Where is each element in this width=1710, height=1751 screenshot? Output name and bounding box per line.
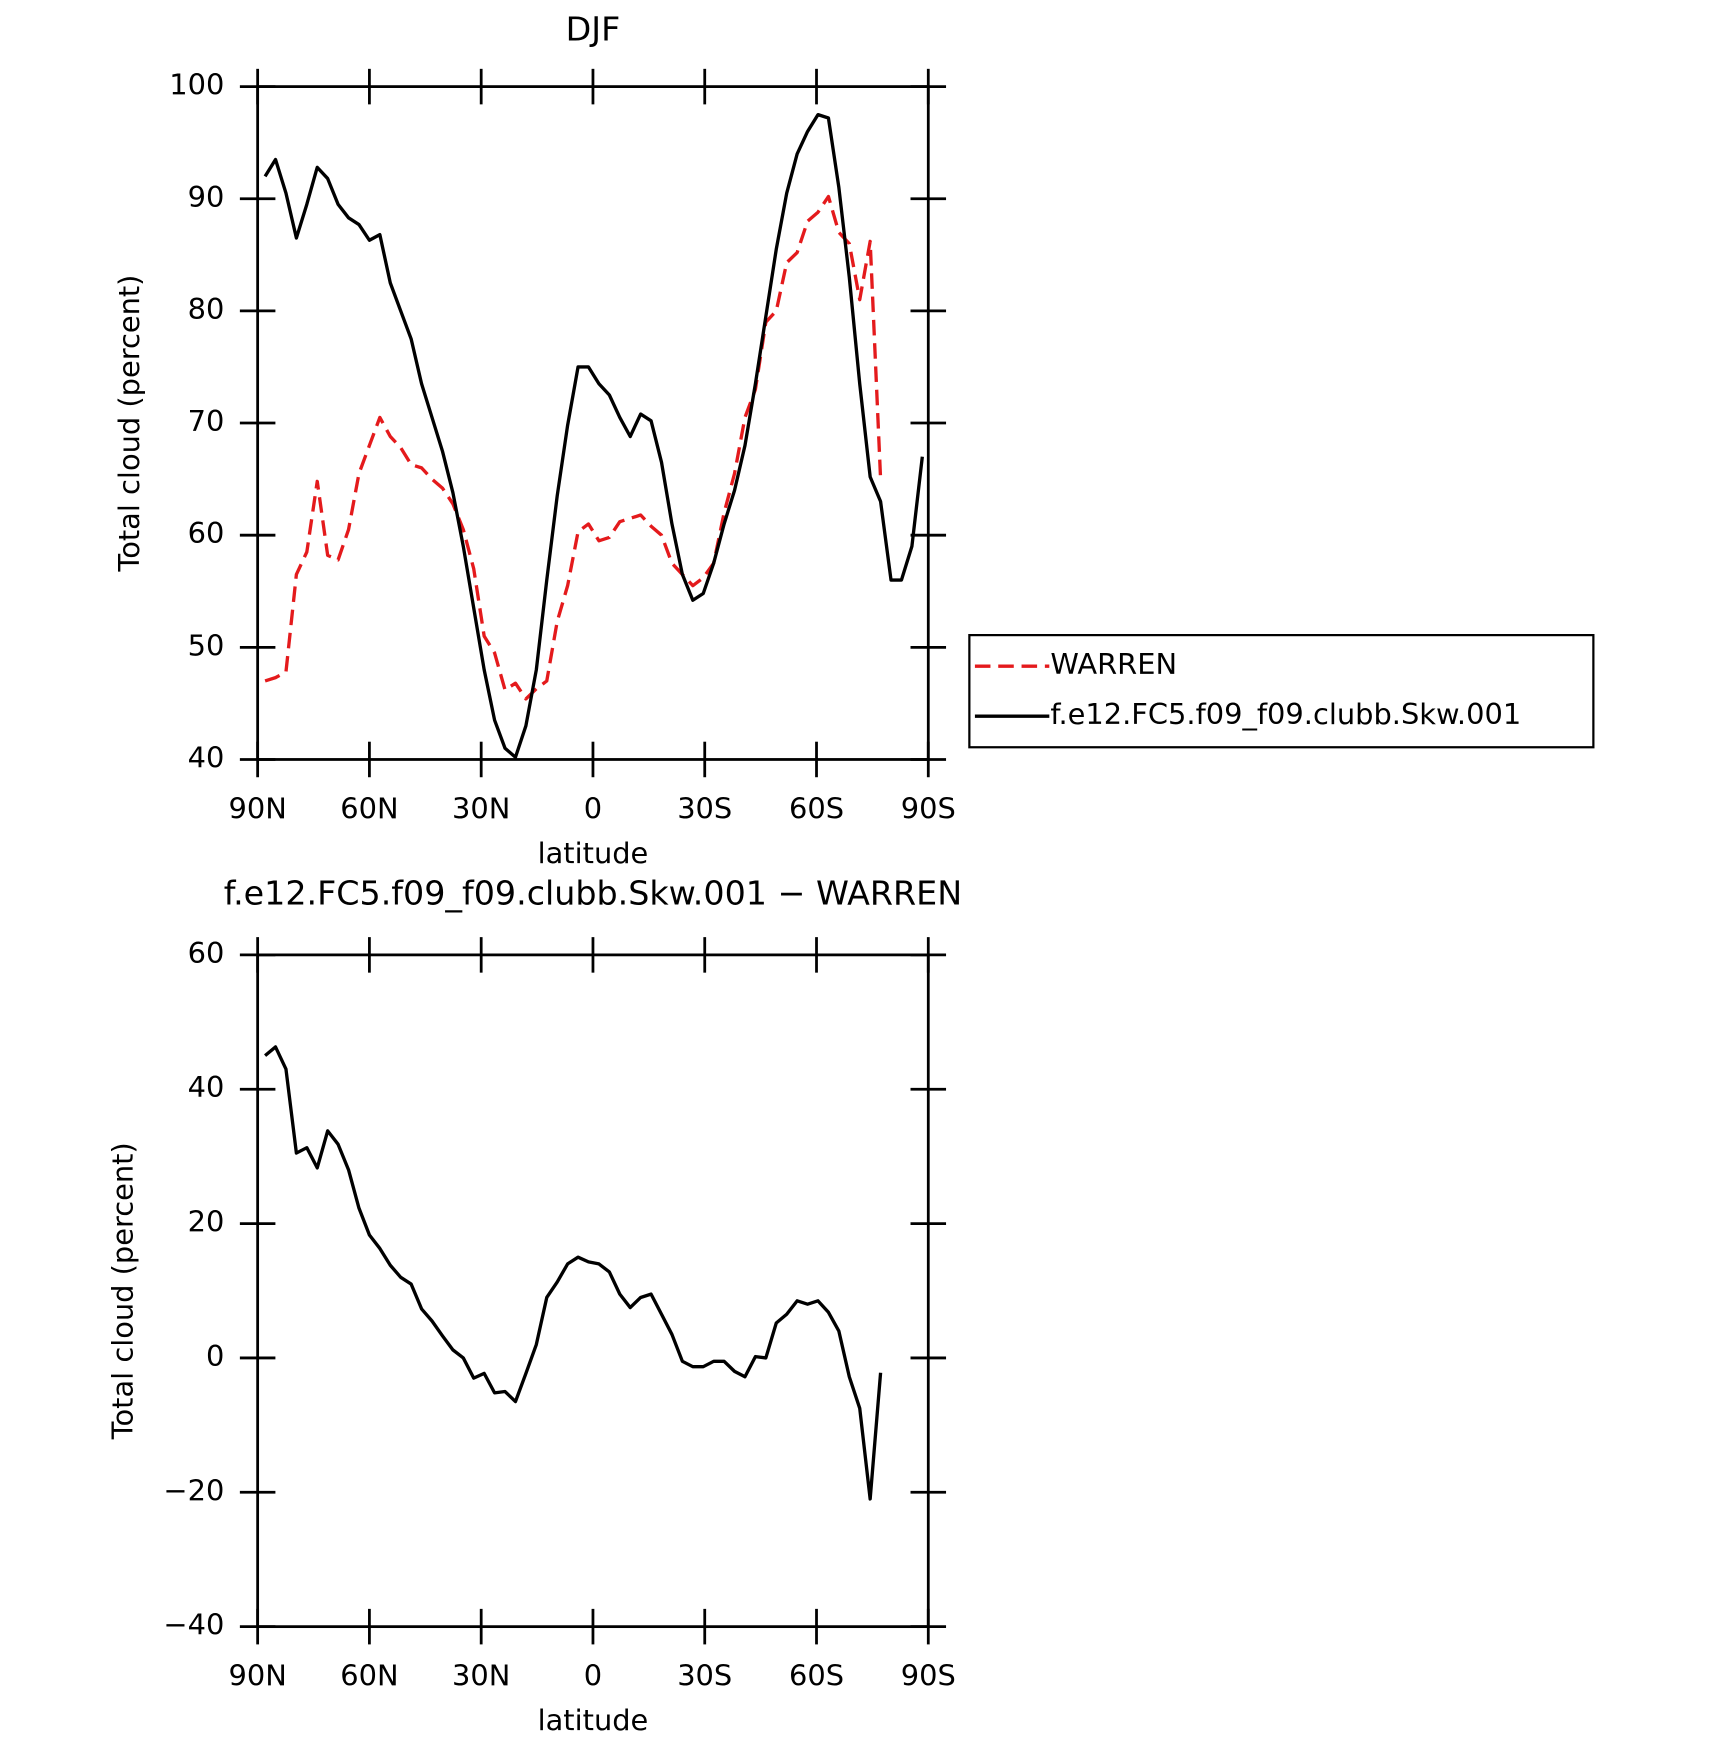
x-tick-label: 60S <box>789 792 844 826</box>
chart-title: f.e12.FC5.f09_f09.clubb.Skw.001 − WARREN <box>224 873 962 912</box>
plot-frame <box>256 953 930 1629</box>
data-line <box>264 194 883 701</box>
y-tick-label: 70 <box>188 404 225 438</box>
legend-label: WARREN <box>1050 647 1177 681</box>
y-tick-label: 0 <box>206 1339 224 1373</box>
y-tick-label: 90 <box>188 180 225 214</box>
data-line <box>263 112 924 759</box>
x-tick-label: 30S <box>677 1659 732 1693</box>
x-tick-label: 90N <box>228 792 286 826</box>
y-tick-label: 60 <box>188 936 225 970</box>
legend-label: f.e12.FC5.f09_f09.clubb.Skw.001 <box>1050 697 1521 731</box>
x-tick-label: 60N <box>340 792 398 826</box>
plot-frame <box>256 85 930 761</box>
y-tick-label: 40 <box>188 740 225 774</box>
x-tick-label: 0 <box>584 792 602 826</box>
y-tick-label: 50 <box>188 628 225 662</box>
x-tick-label: 60S <box>789 1659 844 1693</box>
y-tick-label: 20 <box>188 1205 225 1239</box>
y-tick-label: 100 <box>169 68 224 102</box>
x-tick-label: 90S <box>901 1659 956 1693</box>
y-axis-label: Total cloud (percent) <box>105 1142 139 1440</box>
y-tick-label: −20 <box>163 1473 224 1507</box>
x-axis-label: latitude <box>538 1703 649 1737</box>
x-tick-label: 90S <box>901 792 956 826</box>
y-tick-label: 80 <box>188 292 225 326</box>
y-tick-label: −40 <box>163 1608 224 1642</box>
x-tick-label: 0 <box>584 1659 602 1693</box>
legend-frame <box>968 634 1595 749</box>
x-tick-label: 30N <box>452 792 510 826</box>
x-tick-label: 30S <box>677 792 732 826</box>
y-axis-label: Total cloud (percent) <box>112 275 146 573</box>
x-axis-label: latitude <box>538 836 649 870</box>
y-tick-label: 60 <box>188 516 225 550</box>
data-line <box>264 1045 883 1501</box>
chart-title: DJF <box>566 10 621 49</box>
x-tick-label: 60N <box>340 1659 398 1693</box>
y-tick-label: 40 <box>188 1070 225 1104</box>
x-tick-label: 30N <box>452 1659 510 1693</box>
x-tick-label: 90N <box>228 1659 286 1693</box>
